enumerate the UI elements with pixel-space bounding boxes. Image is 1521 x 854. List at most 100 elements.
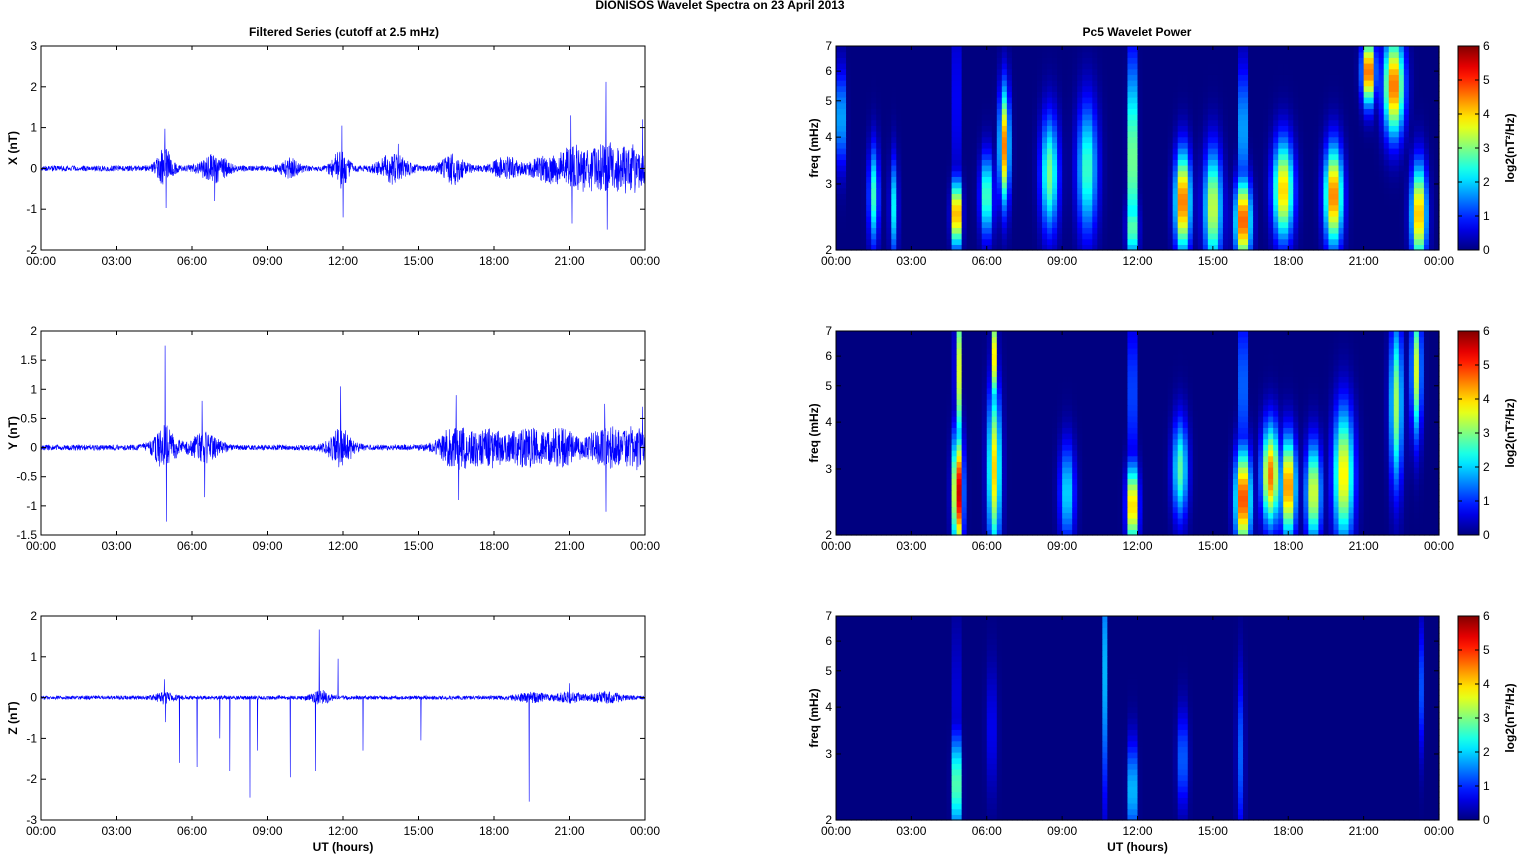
wavelet-x-cell [1011,46,1018,53]
wavelet-x-cell [1132,227,1139,234]
wavelet-x-cell [836,193,842,200]
wavelet-x-cell [841,199,847,206]
wavelet-x-cell [1217,233,1224,240]
wavelet-x-cell [986,227,993,234]
wavelet-x-cell [1067,204,1073,211]
wavelet-x-cell [971,182,978,189]
wavelet-y-cell [1197,518,1204,525]
wavelet-x-cell [1293,80,1299,87]
wavelet-x-cell [1338,216,1345,223]
wavelet-y-cell [936,518,943,525]
wavelet-y-cell [1258,529,1264,536]
wavelet-x-cell [1258,136,1264,143]
wavelet-x-cell [1248,63,1254,70]
wavelet-x-cell [1011,63,1018,70]
wavelet-x-cell [1413,57,1420,64]
wavelet-x-cell [1333,216,1340,223]
wavelet-x-cell [1253,74,1259,81]
wavelet-x-cell [1142,74,1149,81]
wavelet-x-cell [991,165,998,172]
wavelet-x-cell [1042,46,1048,53]
wavelet-x-cell [936,125,943,132]
wavelet-x-cell [1378,125,1385,132]
wavelet-x-cell [976,136,983,143]
wavelet-x-cell [986,238,993,245]
wavelet-x-cell [1358,199,1365,206]
wavelet-x-cell [1047,68,1053,75]
wavelet-y-cell [1263,523,1269,530]
wavelet-x-cell [1037,142,1043,149]
wavelet-x-cell [901,131,907,138]
wavelet-y-cell [1283,518,1289,525]
wavelet-x-cell [1393,204,1400,211]
wavelet-x-cell [926,204,933,211]
wavelet-x-cell [1423,136,1430,143]
wavelet-x-cell [976,153,983,160]
wavelet-x-cell [976,159,983,166]
wavelet-x-cell [1273,97,1279,104]
wavelet-x-cell [1323,63,1330,70]
wavelet-x-cell [1222,114,1229,121]
wavelet-x-cell [1197,80,1204,87]
wavelet-x-cell [861,153,867,160]
wavelet-x-cell [1117,51,1124,58]
wavelet-x-cell [1016,159,1023,166]
wavelet-x-cell [1403,119,1410,126]
wavelet-x-cell [1358,114,1365,121]
wavelet-x-cell [1162,102,1169,109]
wavelet-x-cell [1016,238,1023,245]
wavelet-y-cell [1197,529,1204,536]
wavelet-x-cell [1388,142,1395,149]
wavelet-x-cell [1182,159,1189,166]
wavelet-x-cell [901,221,907,228]
wavelet-y-cell [1011,518,1018,525]
wavelet-x-cell [1408,187,1415,194]
wavelet-x-cell [1232,142,1239,149]
wavelet-x-cell [1057,170,1063,177]
wavelet-x-cell [1358,119,1365,126]
wavelet-x-cell [1303,210,1309,217]
wavelet-x-cell [891,102,897,109]
wavelet-x-cell [1026,46,1033,53]
wavelet-x-cell [1162,91,1169,98]
wavelet-x-cell [931,97,938,104]
wavelet-x-cell [1383,238,1390,245]
wavelet-x-cell [1408,46,1415,53]
wavelet-x-cell [1353,131,1360,138]
wavelet-x-cell [1338,74,1345,81]
wavelet-x-cell [1328,102,1335,109]
wavelet-x-cell [1092,63,1098,70]
wavelet-x-cell [1042,80,1048,87]
wavelet-x-cell [1283,216,1289,223]
wavelet-x-cell [1137,216,1144,223]
wavelet-x-cell [1433,68,1440,75]
wavelet-x-cell [1368,210,1375,217]
wavelet-x-cell [1383,159,1390,166]
wavelet-x-cell [981,244,988,251]
wavelet-x-cell [1328,51,1335,58]
wavelet-x-cell [1248,153,1254,160]
wavelet-x-cell [1303,221,1309,228]
wavelet-x-cell [1313,142,1320,149]
wavelet-x-cell [1328,85,1335,92]
wavelet-y-cell [1197,523,1204,530]
wavelet-x-cell [836,216,842,223]
wavelet-x-cell [1433,74,1440,81]
wavelet-x-cell [886,153,892,160]
wavelet-x-cell [976,176,983,183]
wavelet-x-cell [1037,108,1043,115]
wavelet-x-cell [876,233,882,240]
wavelet-x-cell [1177,204,1184,211]
wavelet-x-cell [971,85,978,92]
wavelet-x-cell [1418,221,1425,228]
wavelet-y-cell [846,512,852,519]
wavelet-x-cell [876,170,882,177]
wavelet-x-cell [841,165,847,172]
wavelet-x-cell [1207,131,1214,138]
wavelet-x-cell [1207,193,1214,200]
wavelet-x-cell [931,142,938,149]
wavelet-x-cell [1263,148,1269,155]
wavelet-x-cell [1248,80,1254,87]
wavelet-y-cell [1378,518,1385,525]
wavelet-x-cell [1197,85,1204,92]
